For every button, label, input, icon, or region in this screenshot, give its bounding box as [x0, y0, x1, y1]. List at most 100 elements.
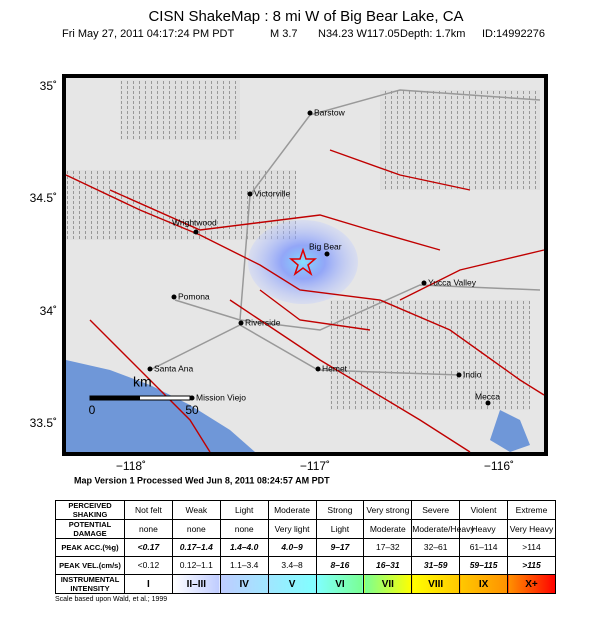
legend-cell: Very Heavy [507, 519, 556, 539]
legend-cell: Weak [171, 500, 221, 520]
row-header: INSTRUMENTAL INTENSITY [55, 574, 125, 594]
legend-row: POTENTIAL DAMAGE none none none Very light Li… [55, 519, 556, 539]
scale-label: 50 [185, 403, 199, 417]
place-marker [421, 280, 427, 286]
legend-cell: 1.4–4.0 [219, 538, 269, 557]
legend-cell: IV [219, 574, 269, 594]
legend-cell: Very light [267, 519, 317, 539]
ocean [66, 360, 255, 452]
legend-cell: 8–16 [315, 556, 365, 575]
legend-cell: Light [219, 500, 269, 520]
roads [149, 89, 541, 376]
place-label: Hemet [322, 363, 348, 373]
legend-cell: IX [459, 574, 508, 594]
place-label: Mission Viejo [196, 392, 246, 402]
lat-label: 33.5˚ [30, 416, 57, 430]
lon-label: −118˚ [116, 459, 146, 473]
legend-cell: Extreme [507, 500, 556, 520]
legend-cell: >114 [507, 538, 556, 557]
detail: M 3.7 [270, 28, 298, 40]
title: CISN ShakeMap : 8 mi W of Big Bear Lake,… [148, 8, 463, 25]
legend-cell: 16–31 [363, 556, 413, 575]
legend-row: PERCEIVED SHAKING Not felt Weak Light Modera… [55, 500, 556, 520]
legend-cell: >115 [507, 556, 556, 575]
place-marker [189, 395, 195, 401]
place-label: Riverside [245, 317, 281, 327]
legend-cell: II–III [171, 574, 221, 594]
lat-label: 34.5˚ [30, 191, 57, 205]
place-label: Pomona [178, 291, 210, 301]
legend-cell: I [124, 574, 173, 594]
place-label: Big Bear [309, 241, 342, 251]
place-marker [315, 366, 321, 372]
scale-unit: km [133, 374, 152, 390]
legend-cell: Moderate/Heavy [411, 519, 475, 539]
details: Fri May 27, 2011 04:17:24 PM PDT M 3.7 N… [62, 28, 545, 40]
legend-row: PEAK ACC.(%g) <0.17 0.17–1.4 1.4–4.0 4.0–9 9–… [55, 538, 556, 557]
salton-sea [490, 410, 530, 452]
legend-cell: VIII [411, 574, 461, 594]
legend-cell: Violent [459, 500, 508, 520]
legend-cell: 61–114 [459, 538, 508, 557]
place-label: Mecca [475, 391, 500, 401]
place-marker [324, 251, 330, 257]
row-header: PEAK VEL.(cm/s) [55, 556, 125, 575]
legend-cell: none [171, 519, 221, 539]
legend-cell: Severe [411, 500, 461, 520]
detail: Depth: 1.7km [400, 28, 465, 40]
place-marker [193, 229, 199, 235]
legend-cell: Strong [315, 500, 365, 520]
scale-bar [90, 396, 140, 400]
row-header: PEAK ACC.(%g) [55, 538, 125, 557]
legend-cell: X+ [507, 574, 556, 594]
legend-cell: 32–61 [411, 538, 461, 557]
legend-cell: 0.12–1.1 [171, 556, 221, 575]
legend-cell: Moderate [363, 519, 413, 539]
legend-cell: <0.17 [124, 538, 173, 557]
legend-row: INSTRUMENTAL INTENSITY I II–III IV V VI VII VII… [55, 574, 556, 594]
legend-cell: 59–115 [459, 556, 508, 575]
place-label: Yucca Valley [428, 277, 477, 287]
legend-cell: none [124, 519, 173, 539]
legend-cell: Moderate [267, 500, 317, 520]
terrain [66, 80, 540, 410]
note: Scale based upon Wald, et al.; 1999 [55, 596, 167, 603]
scale-label: 0 [89, 403, 96, 417]
legend-cell: VI [315, 574, 365, 594]
version: Map Version 1 Processed Wed Jun 8, 2011 … [74, 475, 330, 485]
intensity-legend: PERCEIVED SHAKING Not felt Weak Light Modera… [55, 500, 556, 594]
places: Barstow Victorville Wrightwood Big Bear Yucc… [147, 107, 500, 406]
place-marker [147, 366, 153, 372]
legend-cell: 17–32 [363, 538, 413, 557]
row-header: PERCEIVED SHAKING [55, 500, 125, 520]
shaking-area [248, 220, 358, 304]
place-label: Wrightwood [172, 217, 217, 227]
legend-cell: VII [363, 574, 413, 594]
place-marker [485, 400, 491, 406]
lon-label: −116˚ [484, 459, 514, 473]
place-label: Victorville [254, 188, 290, 198]
detail: Fri May 27, 2011 04:17:24 PM PDT [62, 28, 234, 40]
place-marker [238, 320, 244, 326]
detail: N34.23 W117.05 [318, 28, 400, 40]
legend-cell: Not felt [124, 500, 173, 520]
legend-cell: 31–59 [411, 556, 461, 575]
place-marker [307, 110, 313, 116]
place-marker [456, 372, 462, 378]
row-header: POTENTIAL DAMAGE [55, 519, 125, 539]
lat-label: 35˚ [40, 79, 57, 93]
legend-cell: Very strong [363, 500, 413, 520]
legend-cell: 4.0–9 [267, 538, 317, 557]
legend-row: PEAK VEL.(cm/s) <0.12 0.12–1.1 1.1–3.4 3.4–8… [55, 556, 556, 575]
lon-label: −117˚ [300, 459, 330, 473]
epicenter [288, 247, 318, 277]
legend-cell: <0.12 [124, 556, 173, 575]
place-label: Indio [463, 369, 482, 379]
detail: ID:14992276 [482, 28, 545, 40]
place-marker [171, 294, 177, 300]
faults [65, 149, 545, 453]
legend-cell: none [219, 519, 269, 539]
lat-label: 34˚ [40, 304, 57, 318]
legend-cell: Light [315, 519, 365, 539]
